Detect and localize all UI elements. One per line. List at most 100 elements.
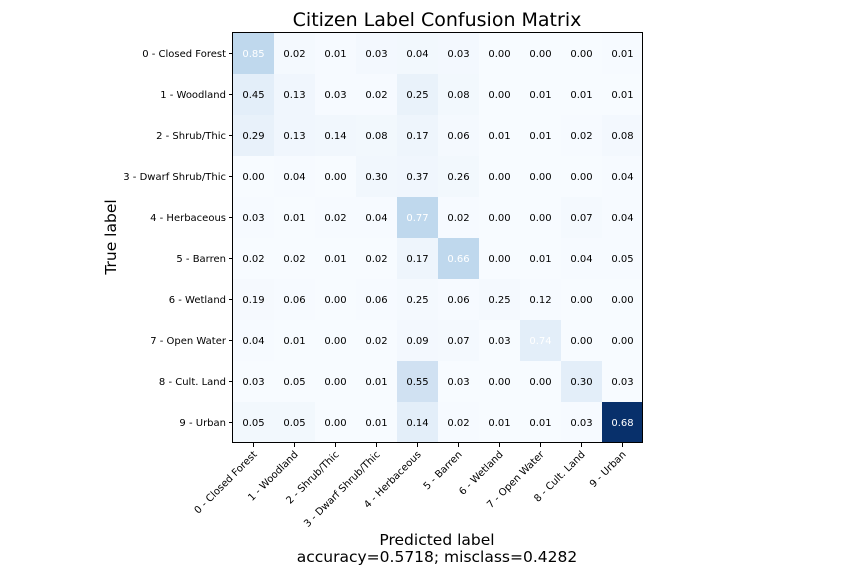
cell-value-label: 0.02	[365, 90, 387, 101]
heatmap-cell	[397, 279, 438, 320]
cell-value-label: 0.00	[611, 336, 633, 347]
cell-value-label: 0.06	[365, 295, 387, 306]
heatmap-cell	[356, 361, 397, 402]
heatmap-cell	[356, 115, 397, 156]
heatmap-cell	[274, 197, 315, 238]
heatmap-cell	[438, 115, 479, 156]
cell-value-label: 0.55	[406, 377, 428, 388]
accuracy-summary: accuracy=0.5718; misclass=0.4282	[297, 548, 577, 566]
x-tick-label: 9 - Urban	[588, 449, 629, 490]
cell-value-label: 0.01	[529, 131, 551, 142]
heatmap-cell	[274, 74, 315, 115]
heatmap-cell	[315, 361, 356, 402]
heatmap-cell	[233, 279, 274, 320]
heatmap-cell	[438, 402, 479, 443]
y-tick-label: 5 - Barren	[176, 254, 226, 265]
cell-value-label: 0.25	[406, 295, 428, 306]
cell-value-label: 0.01	[529, 90, 551, 101]
heatmap-cell	[233, 361, 274, 402]
cell-value-label: 0.04	[611, 213, 633, 224]
cell-value-label: 0.13	[283, 90, 305, 101]
heatmap-cell	[233, 402, 274, 443]
heatmap-cell	[438, 197, 479, 238]
heatmap-cell	[479, 33, 520, 74]
cell-value-label: 0.01	[283, 213, 305, 224]
heatmap-cell	[233, 74, 274, 115]
heatmap-cell	[315, 74, 356, 115]
cell-value-label: 0.00	[324, 172, 346, 183]
cell-value-label: 0.03	[324, 90, 346, 101]
heatmap-cell	[438, 238, 479, 279]
heatmap-cell	[479, 156, 520, 197]
cell-value-label: 0.02	[365, 336, 387, 347]
y-tick-label: 2 - Shrub/Thic	[156, 131, 226, 142]
cell-value-label: 0.06	[447, 131, 469, 142]
heatmap-cells	[233, 33, 643, 443]
cell-value-label: 0.01	[611, 49, 633, 60]
cell-value-label: 0.29	[242, 131, 264, 142]
heatmap-cell	[520, 74, 561, 115]
y-tick-label: 7 - Open Water	[150, 336, 227, 347]
cell-value-label: 0.02	[447, 213, 469, 224]
heatmap-cell	[602, 115, 643, 156]
heatmap-cell	[479, 115, 520, 156]
plot-frame	[232, 32, 643, 443]
heatmap-cell	[561, 33, 602, 74]
heatmap-cell	[397, 115, 438, 156]
heatmap-cell	[397, 361, 438, 402]
cell-value-label: 0.00	[324, 418, 346, 429]
cell-value-label: 0.00	[488, 254, 510, 265]
heatmap-cell	[397, 402, 438, 443]
heatmap-cell	[274, 402, 315, 443]
heatmap-cell	[274, 33, 315, 74]
heatmap-cell	[315, 279, 356, 320]
cell-value-label: 0.05	[283, 377, 305, 388]
heatmap-cell	[520, 320, 561, 361]
x-tick-label: 3 - Dwarf Shrub/Thic	[302, 449, 382, 529]
cell-value-label: 0.00	[488, 213, 510, 224]
heatmap-cell	[438, 156, 479, 197]
cell-value-label: 0.03	[242, 213, 264, 224]
x-tick-label: 0 - Closed Forest	[193, 449, 260, 516]
heatmap-cell	[233, 115, 274, 156]
cell-value-label: 0.25	[406, 90, 428, 101]
y-tick-label: 8 - Cult. Land	[159, 377, 226, 388]
cell-value-label: 0.25	[488, 295, 510, 306]
y-tick-label: 4 - Herbaceous	[150, 213, 226, 224]
cell-value-label: 0.12	[529, 295, 551, 306]
cell-value-label: 0.08	[447, 90, 469, 101]
heatmap-cell	[520, 238, 561, 279]
cell-value-label: 0.06	[447, 295, 469, 306]
cell-value-label: 0.00	[570, 295, 592, 306]
heatmap-cell	[274, 361, 315, 402]
heatmap-cell	[602, 33, 643, 74]
heatmap-cell	[233, 320, 274, 361]
cell-value-label: 0.77	[406, 213, 428, 224]
heatmap-cell	[438, 279, 479, 320]
heatmap-cell	[274, 238, 315, 279]
heatmap-cell	[315, 115, 356, 156]
y-axis-label: True label	[102, 199, 120, 275]
cell-value-label: 0.00	[529, 172, 551, 183]
heatmap-cell-values: 0.85 0.02 0.01 0.03 0.04 0.03 0.00 0.00 0.00 0.01…	[242, 49, 633, 429]
cell-value-label: 0.00	[488, 377, 510, 388]
heatmap-cell	[438, 74, 479, 115]
cell-value-label: 0.03	[611, 377, 633, 388]
cell-value-label: 0.00	[611, 295, 633, 306]
x-tick-label: 5 - Barren	[422, 449, 465, 492]
cell-value-label: 0.17	[406, 131, 428, 142]
heatmap-cell	[356, 197, 397, 238]
heatmap-cell	[479, 361, 520, 402]
cell-value-label: 0.02	[242, 254, 264, 265]
cell-value-label: 0.08	[365, 131, 387, 142]
heatmap-cell	[315, 238, 356, 279]
heatmap-cell	[520, 197, 561, 238]
heatmap-cell	[438, 320, 479, 361]
cell-value-label: 0.03	[365, 49, 387, 60]
heatmap-cell	[602, 279, 643, 320]
heatmap-cell	[438, 33, 479, 74]
heatmap-cell	[397, 320, 438, 361]
heatmap-cell	[520, 156, 561, 197]
heatmap-cell	[479, 238, 520, 279]
